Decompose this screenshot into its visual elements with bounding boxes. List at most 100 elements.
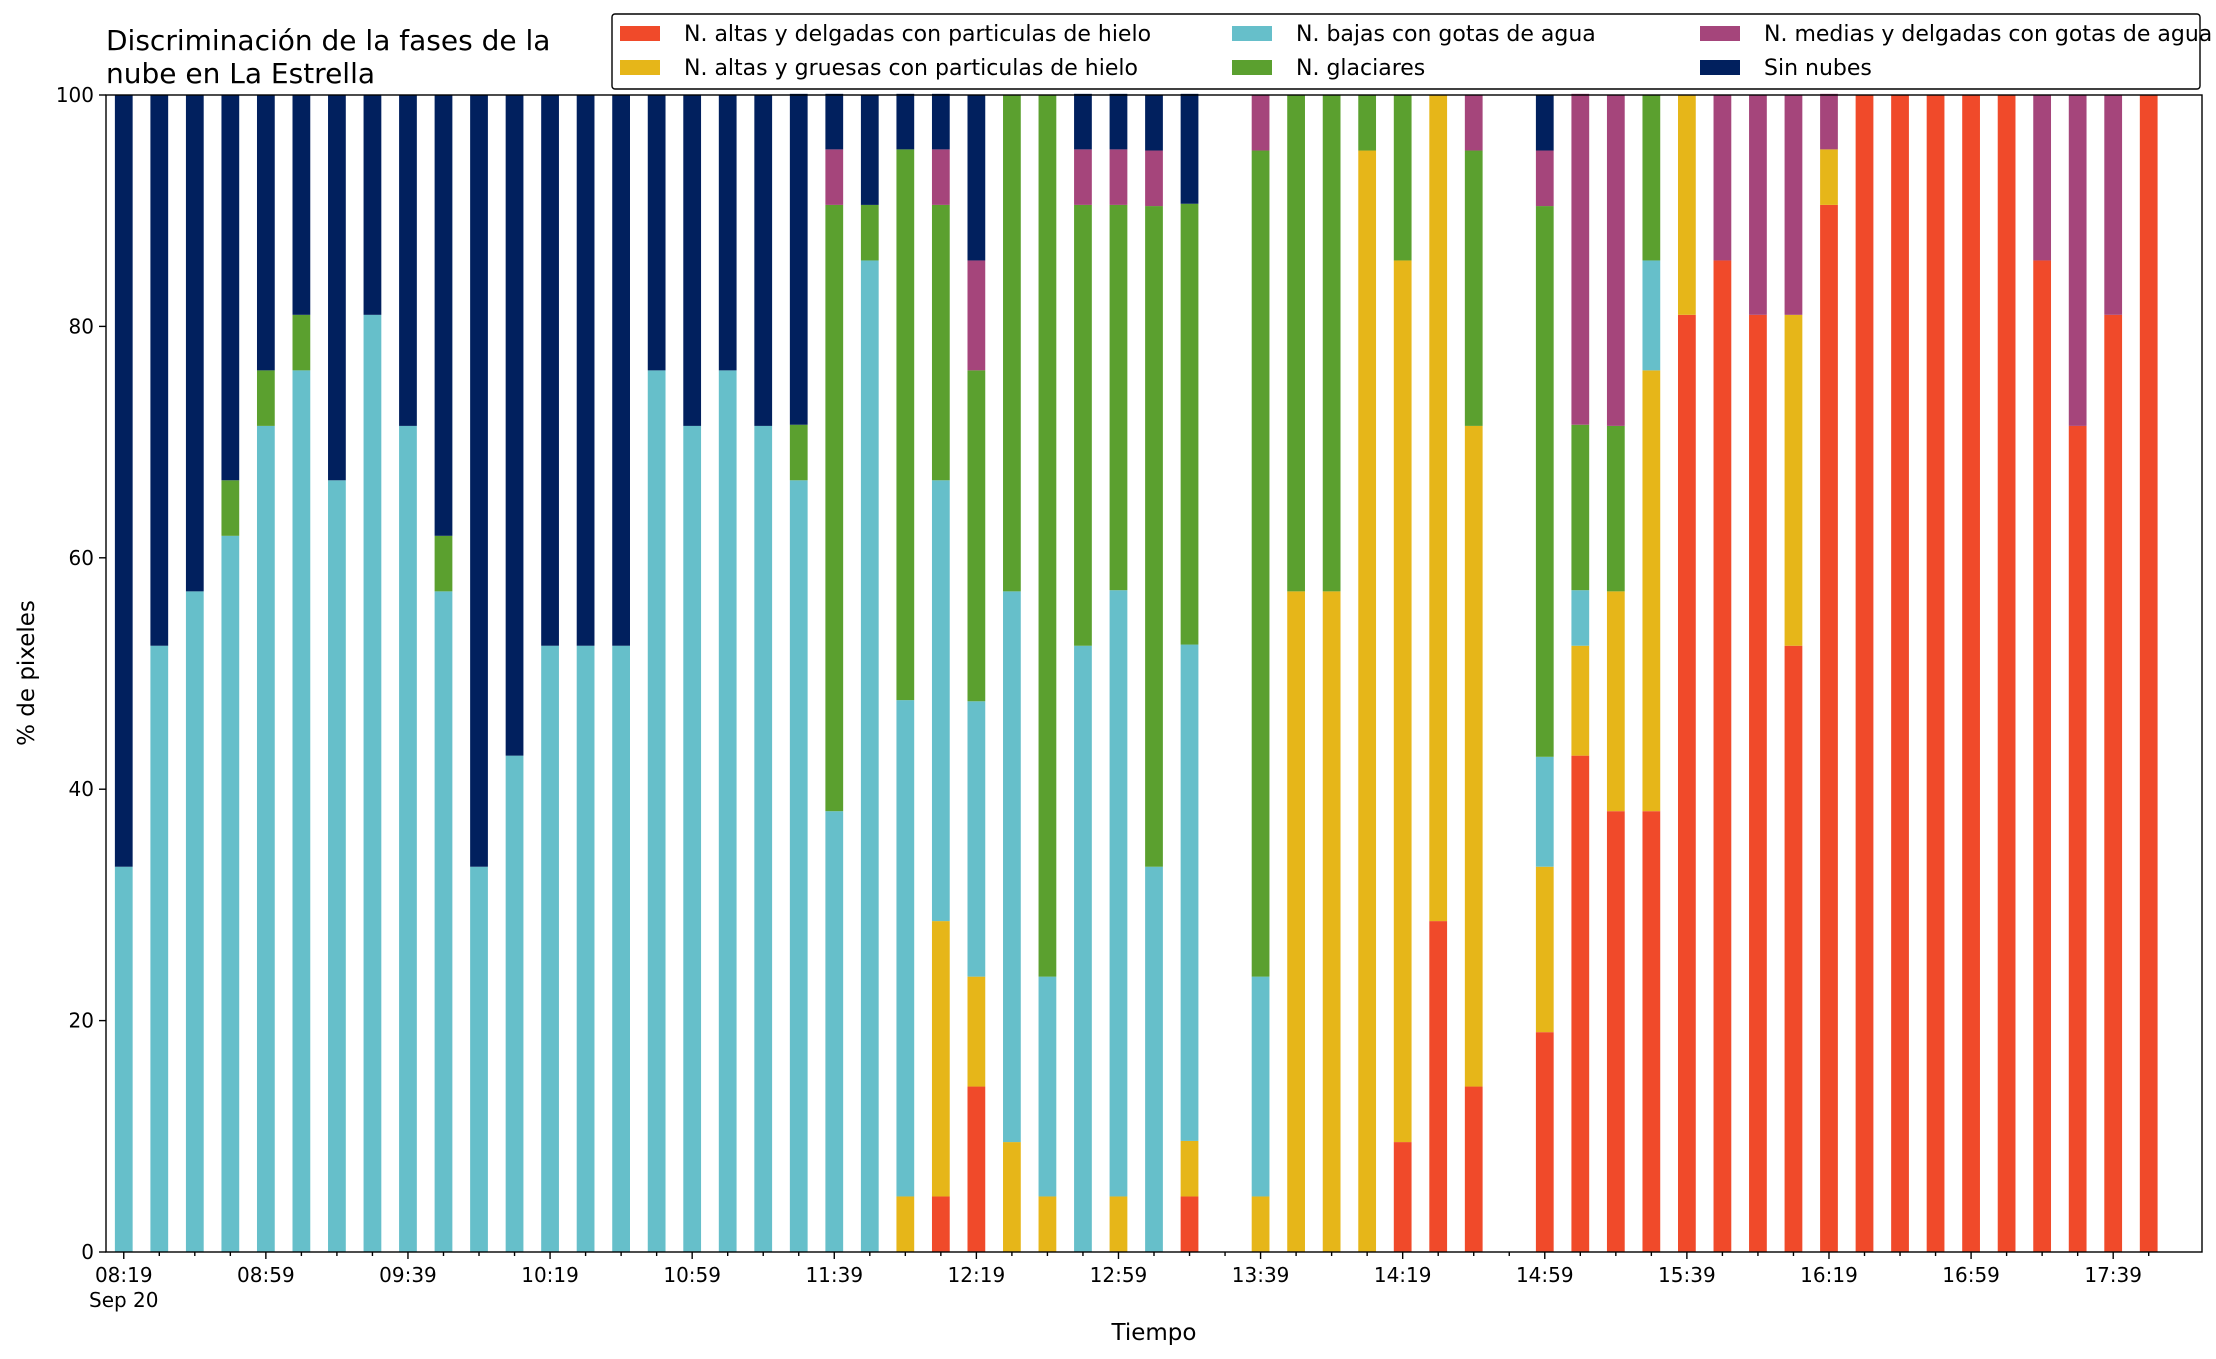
bar-segment [1642,370,1661,812]
x-tick-label: 10:59 [663,1263,721,1287]
legend-swatch [1700,60,1740,75]
x-date-label: Sep 20 [89,1288,159,1312]
bar-segment [1180,1196,1199,1252]
bar-segment [328,95,346,481]
x-tick-label: 12:19 [948,1263,1006,1287]
chart-title: nube en La Estrella [106,57,375,90]
bar-segment [967,370,986,702]
bar-segment [1180,203,1199,645]
bar-segment [2104,95,2123,315]
bar-segment [1784,645,1803,1252]
bar-segment [2033,95,2052,261]
bar-segment [1535,756,1554,867]
bar-segment [256,95,275,371]
bar-segment [1535,866,1554,1033]
bar-segment [1571,755,1590,1252]
bar-segment [1287,591,1305,1252]
legend-swatch [1700,26,1740,41]
bar-segment [576,95,595,646]
bar-segment [1642,260,1661,371]
bar-segment [896,93,915,150]
bar-segment [683,425,702,1253]
bar-segment [1358,150,1377,1252]
bar-segment [789,480,808,1252]
bar-segment [1464,95,1483,151]
bar-segment [1145,150,1163,207]
bar-segment [1464,150,1483,426]
y-tick-label: 80 [69,314,94,338]
legend-label: N. glaciares [1296,56,1425,81]
bar-segment [1535,206,1554,757]
bar-segment [683,95,702,426]
bar-segment [1038,95,1057,977]
bar-segment [789,93,808,425]
bar-segment [718,95,737,371]
plot-frame [105,94,2203,1253]
bar-segment [967,260,986,371]
bar-segment [470,95,488,867]
x-tick-label: 08:19 [95,1263,153,1287]
bar-segment [541,95,559,646]
bar-segment [1678,314,1696,1253]
bar-segment [1535,1032,1554,1252]
bar-segment [896,700,915,1197]
bar-segment [399,95,417,426]
bar-segment [1571,590,1590,646]
bar-segment [292,370,311,1253]
bar-segment [1606,425,1625,592]
bar-segment [825,93,844,150]
bar-segment [1074,93,1092,150]
x-tick-label: 10:19 [521,1263,579,1287]
x-tick-label: 16:19 [1800,1263,1858,1287]
bar-segment [1606,811,1625,1252]
x-tick-label: 14:59 [1516,1263,1574,1287]
legend-label: N. medias y delgadas con gotas de agua [1764,22,2212,47]
bar-segment [896,149,915,701]
bar-segment [1003,1142,1021,1252]
bar-segment [1322,95,1341,592]
bar-segment [1180,1140,1199,1197]
bar-segment [1571,93,1590,425]
bar-segment [612,95,630,646]
bar-segment [1429,921,1448,1252]
bar-segment [399,425,417,1253]
y-tick-label: 40 [69,777,94,801]
bar-segment [1393,95,1412,261]
bar-segment [434,591,453,1252]
bar-segment [1642,95,1661,261]
bar-segment [1109,93,1128,150]
bar-segment [1535,95,1554,151]
x-tick-label: 08:59 [237,1263,295,1287]
legend-label: N. bajas con gotas de agua [1296,22,1596,47]
bar-segment [825,204,844,812]
y-tick-label: 60 [69,546,94,570]
bar-segment [1926,95,1945,1252]
bar-segment [505,755,524,1252]
x-tick-label: 13:39 [1232,1263,1290,1287]
legend-label: N. altas y delgadas con particulas de hi… [684,22,1151,47]
bar-segment [363,314,382,1253]
legend-box [611,13,2201,90]
bar-segment [1109,149,1128,205]
bar-segment [647,370,666,1253]
x-tick-label: 17:39 [2084,1263,2142,1287]
bar-segment [1606,591,1625,812]
legend-swatch [620,60,660,75]
bar-segment [1997,95,2016,1252]
bar-segment [328,480,346,1252]
y-axis-label: % de pixeles [14,600,40,746]
bar-segment [1074,645,1092,1252]
bar-segment [1749,95,1767,315]
bar-segment [434,535,453,592]
bar-segment [1145,95,1163,151]
bar-segment [1074,149,1092,205]
legend-swatch [620,26,660,41]
bar-segment [576,645,595,1252]
bar-segment [256,370,275,426]
bar-segment [185,591,204,1252]
bar-segment [1358,95,1377,151]
bar-segment [292,314,311,371]
x-tick-label: 15:39 [1658,1263,1716,1287]
bar-segment [1322,591,1341,1252]
x-tick-label: 16:59 [1942,1263,2000,1287]
